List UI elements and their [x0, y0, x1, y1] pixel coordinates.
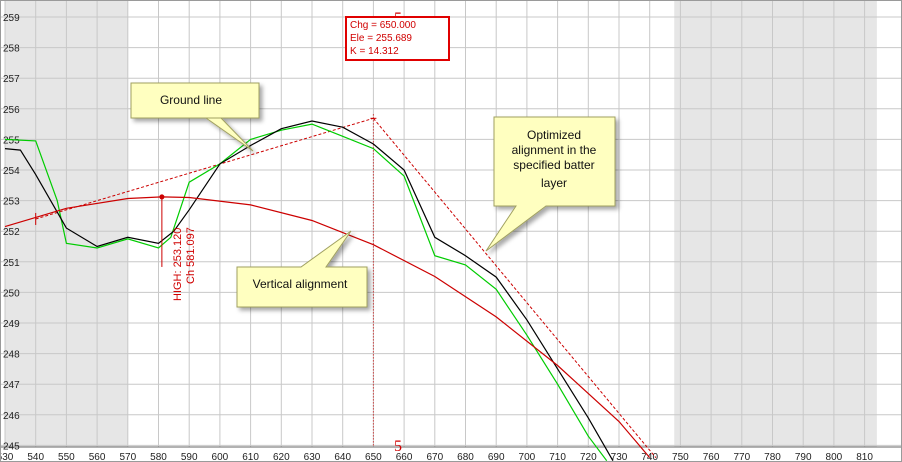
y-tick-label-249: 249	[3, 319, 20, 330]
x-tick-label-540: 540	[27, 452, 44, 462]
x-tick-label-670: 670	[426, 452, 443, 462]
info-elevation: Ele = 255.689	[350, 33, 412, 44]
y-tick-label-257: 257	[3, 74, 20, 85]
x-tick-label-690: 690	[488, 452, 505, 462]
x-tick-label-570: 570	[119, 452, 136, 462]
callout-optimized-line1: Optimized	[527, 128, 581, 142]
shaded-region-1	[674, 1, 877, 447]
tangent-line-1	[373, 117, 657, 458]
y-tick-label-251: 251	[3, 258, 20, 269]
pvi-label-bottom: 5	[394, 438, 402, 455]
x-tick-label-700: 700	[519, 452, 536, 462]
x-tick-label-530: 530	[1, 452, 14, 462]
callout-optimized-line3: specified batter	[513, 158, 594, 172]
x-tick-label-730: 730	[611, 452, 628, 462]
x-tick-label-760: 760	[703, 452, 720, 462]
y-tick-label-258: 258	[3, 44, 20, 55]
y-tick-label-250: 250	[3, 288, 20, 299]
y-tick-label-255: 255	[3, 135, 20, 146]
x-tick-label-650: 650	[365, 452, 382, 462]
high-point-label: HIGH: 253.120	[172, 228, 184, 301]
x-tick-label-550: 550	[58, 452, 75, 462]
high-point-chainage-label: Ch 581.097	[185, 227, 197, 284]
x-tick-label-580: 580	[150, 452, 167, 462]
callout-ground-line-text: Ground line	[160, 93, 222, 107]
ground-line-series[interactable]	[4, 123, 608, 461]
info-k-value: K = 14.312	[350, 46, 399, 57]
info-chainage: Chg = 650.000	[350, 20, 416, 31]
x-tick-label-640: 640	[334, 452, 351, 462]
y-tick-label-253: 253	[3, 197, 20, 208]
callout-optimized-alignment	[485, 116, 616, 252]
x-tick-label-620: 620	[273, 452, 290, 462]
x-tick-label-770: 770	[733, 452, 750, 462]
y-tick-label-248: 248	[3, 350, 20, 361]
x-tick-label-660: 660	[396, 452, 413, 462]
x-tick-label-630: 630	[304, 452, 321, 462]
x-tick-label-750: 750	[672, 452, 689, 462]
y-tick-label-245: 245	[3, 441, 20, 452]
y-tick-label-256: 256	[3, 105, 20, 116]
x-tick-label-800: 800	[826, 452, 843, 462]
x-tick-label-610: 610	[242, 452, 259, 462]
optimized-alignment-series[interactable]	[4, 120, 614, 461]
y-tick-label-247: 247	[3, 380, 20, 391]
callout-optimized-line2: alignment in the	[512, 143, 597, 157]
pvi-info-box[interactable]: Chg = 650.000 Ele = 255.689 K = 14.312	[345, 16, 450, 61]
y-tick-label-252: 252	[3, 227, 20, 238]
callout-vertical-alignment	[236, 230, 368, 308]
x-tick-label-740: 740	[641, 452, 658, 462]
x-tick-label-710: 710	[549, 452, 566, 462]
x-tick-label-680: 680	[457, 452, 474, 462]
x-tick-label-560: 560	[89, 452, 106, 462]
callout-ground-line	[130, 82, 260, 152]
x-tick-label-720: 720	[580, 452, 597, 462]
x-tick-label-790: 790	[795, 452, 812, 462]
x-tick-label-590: 590	[181, 452, 198, 462]
high-point-marker[interactable]	[159, 194, 165, 200]
callout-vertical-alignment-text: Vertical alignment	[253, 277, 348, 291]
callout-optimized-line4: layer	[541, 176, 567, 190]
y-tick-label-246: 246	[3, 411, 20, 422]
y-tick-label-259: 259	[3, 13, 20, 24]
vertical-alignment-series[interactable]	[4, 196, 651, 458]
x-tick-label-780: 780	[764, 452, 781, 462]
x-tick-label-810: 810	[856, 452, 873, 462]
y-tick-label-254: 254	[3, 166, 20, 177]
x-tick-label-600: 600	[212, 452, 229, 462]
tangent-line-0	[35, 117, 374, 220]
